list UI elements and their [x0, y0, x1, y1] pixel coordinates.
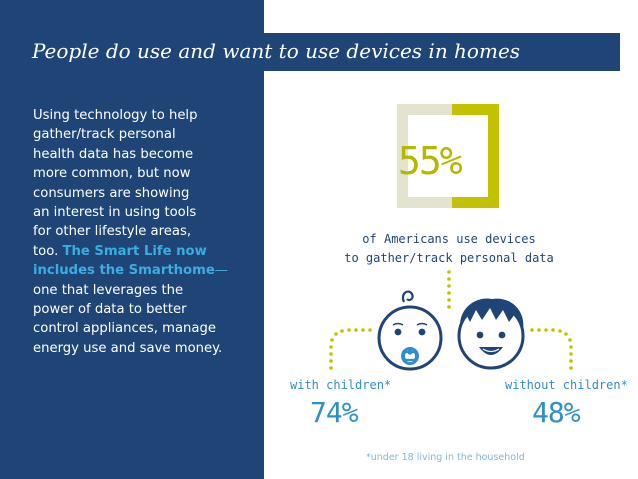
without-children-label: without children*: [505, 378, 628, 392]
percent-ring: [397, 104, 499, 208]
intro-text: too.: [33, 243, 59, 259]
intro-line: more common, but now: [33, 166, 191, 182]
intro-line: one that leverages the: [33, 282, 184, 298]
ring-inner: [408, 115, 488, 197]
smarthome-highlight: includes the Smarthome: [33, 263, 215, 279]
intro-paragraph: Using technology to help gather/track pe…: [33, 106, 258, 358]
baby-face-icon: [377, 290, 443, 371]
with-children-label: with children*: [290, 378, 392, 392]
intro-line-mixed: includes the Smarthome—: [33, 261, 258, 280]
caption-line: of Americans use devices: [362, 232, 536, 246]
intro-line: Using technology to help: [33, 108, 198, 123]
dotted-connectors: [329, 270, 573, 370]
intro-line: for other lifestyle areas,: [33, 224, 192, 240]
intro-line: power of data to better: [33, 302, 187, 318]
footnote: *under 18 living in the household: [366, 452, 525, 463]
page-title: People do use and want to use devices in…: [32, 39, 521, 63]
without-children-value: 48%: [532, 396, 581, 429]
stat-main-caption: of Americans use devices to gather/track…: [344, 230, 554, 268]
intro-line: consumers are showing: [33, 185, 190, 201]
intro-line: health data has become: [33, 146, 194, 162]
intro-line: gather/track personal: [33, 127, 176, 143]
intro-line-mixed: too. The Smart Life now: [33, 242, 258, 261]
child-face-icon: [457, 298, 525, 370]
left-panel: [0, 0, 264, 479]
intro-line: an interest in using tools: [33, 205, 197, 221]
smart-life-highlight: The Smart Life now: [62, 243, 207, 259]
em-dash: —: [214, 263, 228, 279]
left-connector: [329, 328, 372, 370]
stat-main-value: 55%: [398, 139, 463, 183]
center-connector: [447, 270, 451, 309]
right-connector: [530, 328, 573, 370]
title-bar: [20, 33, 620, 71]
caption-line: to gather/track personal data: [344, 251, 554, 265]
with-children-value: 74%: [310, 396, 359, 429]
intro-line: energy use and save money.: [33, 340, 223, 356]
intro-line: control appliances, manage: [33, 321, 216, 337]
